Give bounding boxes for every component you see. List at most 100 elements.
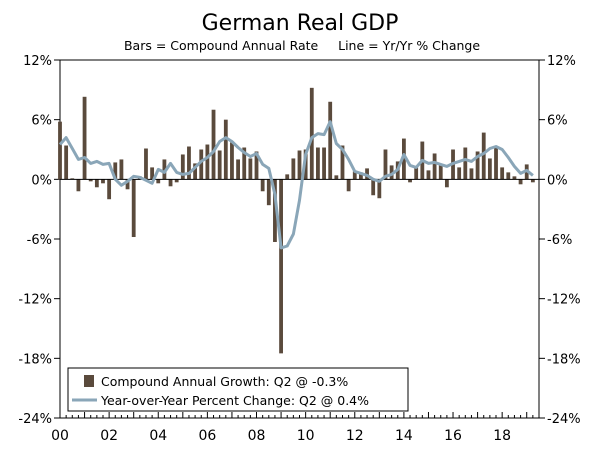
- y-tick-label-left: -12%: [18, 293, 52, 308]
- bar: [487, 158, 492, 180]
- x-tick-label: 12: [346, 428, 364, 444]
- bar: [230, 142, 234, 180]
- bar: [328, 101, 333, 180]
- bar: [94, 179, 99, 188]
- y-tick-label-right: 12%: [547, 54, 576, 69]
- bar: [174, 179, 179, 183]
- bar: [144, 148, 148, 180]
- bar: [254, 151, 259, 180]
- y-tick-label-left: -6%: [27, 233, 52, 248]
- bar: [297, 150, 302, 180]
- bar: [205, 144, 210, 180]
- bar: [469, 168, 474, 180]
- bar: [150, 167, 155, 180]
- bar: [426, 170, 431, 180]
- x-tick-label: 04: [149, 428, 167, 444]
- bar: [242, 147, 247, 180]
- bar: [119, 159, 124, 180]
- y-tick-label-right: -18%: [547, 352, 581, 367]
- bar: [125, 179, 130, 190]
- bar: [383, 149, 388, 180]
- bar: [518, 179, 523, 185]
- y-tick-label-left: 12%: [23, 54, 52, 69]
- y-tick-label-left: 6%: [31, 114, 52, 129]
- bar: [340, 145, 345, 180]
- y-axis-right: 12% 6% 0% -6% -12% -18% -24%: [539, 54, 581, 427]
- bar: [414, 167, 419, 180]
- x-tick-label: 14: [395, 428, 413, 444]
- y-axis-left: 12% 6% 0% -6% -12% -18% -24%: [18, 54, 60, 427]
- legend-bar-label: Compound Annual Growth: Q2 @ -0.3%: [101, 374, 348, 389]
- bar: [432, 153, 437, 180]
- y-tick-label-right: -24%: [547, 412, 581, 427]
- bar: [346, 179, 351, 192]
- bar: [334, 175, 339, 180]
- bar: [463, 147, 468, 180]
- bar: [291, 158, 296, 180]
- plot-frame: [59, 59, 540, 419]
- bar: [408, 179, 412, 183]
- chart-title: German Real GDP: [202, 11, 399, 36]
- bar: [475, 151, 480, 180]
- y-tick-label-left: -24%: [18, 412, 52, 427]
- bar: [199, 149, 204, 180]
- bar: [180, 154, 185, 180]
- bar: [500, 167, 505, 180]
- bar: [168, 179, 173, 187]
- y-tick-label-right: 6%: [547, 114, 568, 129]
- bar: [444, 179, 449, 188]
- bar: [88, 179, 93, 182]
- bar: [101, 179, 105, 184]
- bar: [359, 172, 363, 180]
- bar: [352, 171, 357, 180]
- legend: Compound Annual Growth: Q2 @ -0.3% Year-…: [67, 367, 409, 412]
- bar: [248, 158, 253, 180]
- x-tick-label: 02: [100, 428, 118, 444]
- x-tick-label: 10: [297, 428, 315, 444]
- bar: [389, 165, 394, 180]
- bar: [64, 145, 69, 180]
- bar: [260, 179, 265, 192]
- bar: [377, 179, 382, 199]
- bar: [187, 146, 191, 180]
- y-tick-label-right: -6%: [547, 233, 572, 248]
- bar-series: [58, 87, 535, 354]
- x-tick-label: 08: [248, 428, 266, 444]
- legend-bar-swatch: [84, 375, 94, 387]
- x-tick-label: 18: [493, 428, 511, 444]
- bar: [156, 179, 161, 184]
- bar: [309, 87, 314, 180]
- bar: [193, 163, 198, 180]
- bar: [223, 119, 228, 180]
- bar: [236, 159, 240, 180]
- bar: [322, 147, 326, 180]
- bar: [211, 109, 216, 180]
- bar: [530, 179, 535, 183]
- x-tick-label: 16: [444, 428, 462, 444]
- bar: [162, 159, 167, 180]
- bar: [316, 147, 320, 180]
- bar: [82, 96, 87, 180]
- bar: [506, 172, 511, 180]
- bar: [266, 179, 271, 206]
- y-tick-label-right: -12%: [547, 293, 581, 308]
- bar: [494, 146, 498, 180]
- bar: [131, 179, 136, 238]
- x-tick-label: 00: [51, 428, 69, 444]
- bar: [273, 179, 277, 242]
- bar: [217, 150, 222, 180]
- chart-subtitle: Bars = Compound Annual Rate Line = Yr/Yr…: [124, 38, 480, 53]
- bar: [481, 132, 486, 180]
- yoy-line: [58, 120, 534, 250]
- legend-box: [67, 367, 409, 412]
- bar: [438, 165, 443, 180]
- bar: [371, 179, 376, 196]
- bar: [457, 167, 462, 180]
- x-axis: 00 02 04 06 08 10 12 14 16 18: [51, 412, 540, 444]
- bar: [279, 179, 283, 354]
- bar: [512, 176, 517, 180]
- bar: [285, 174, 290, 180]
- y-tick-label-right: 0%: [547, 173, 568, 188]
